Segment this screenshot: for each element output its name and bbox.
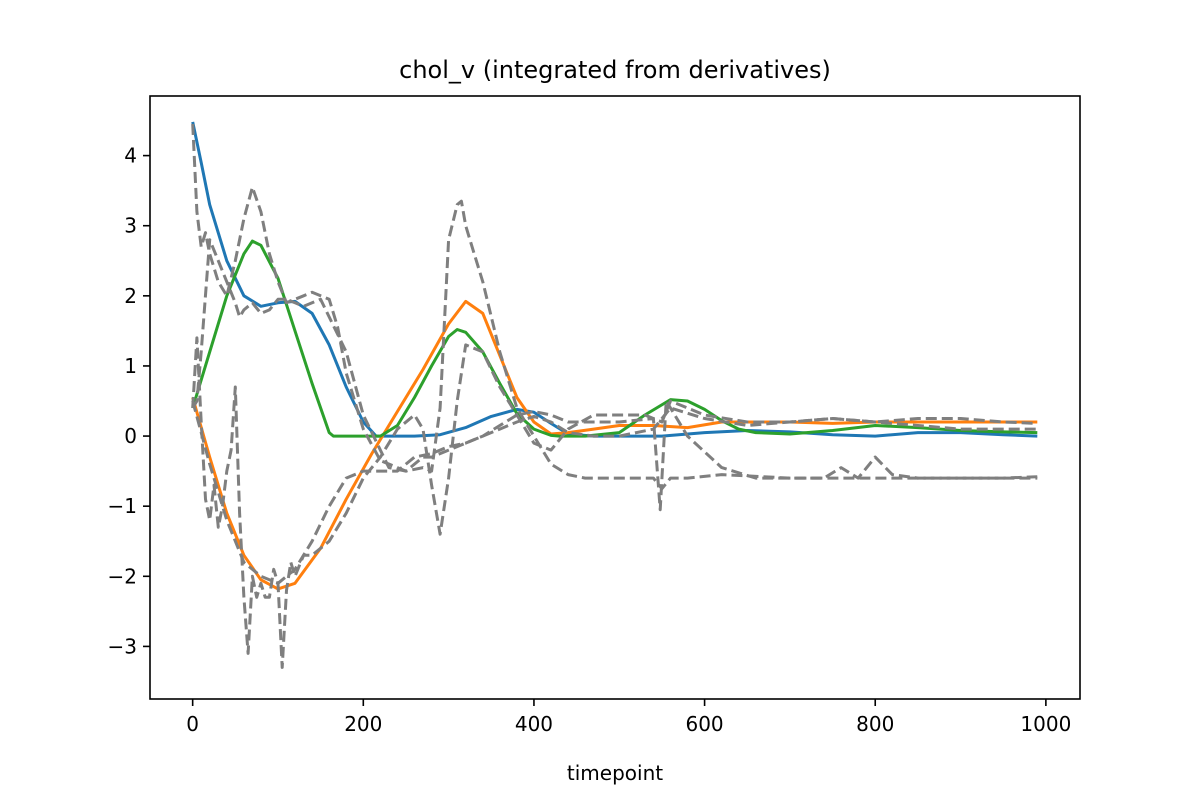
series-line-7-dashed bbox=[191, 399, 1038, 585]
x-tick-label: 600 bbox=[685, 712, 723, 736]
x-axis-label: timepoint bbox=[567, 761, 663, 785]
y-tick-label: 1 bbox=[124, 354, 137, 378]
y-tick-label: 2 bbox=[124, 284, 137, 308]
series-line-2 bbox=[191, 299, 1038, 591]
series-line-3 bbox=[191, 239, 1038, 438]
chart-title: chol_v (integrated from derivatives) bbox=[399, 56, 831, 84]
plot-lines bbox=[191, 121, 1038, 669]
y-tick-label: −2 bbox=[108, 564, 137, 588]
y-axis-ticks: −3 −2 −1 0 1 2 3 4 bbox=[108, 144, 150, 658]
y-tick-label: −1 bbox=[108, 494, 137, 518]
x-tick-label: 400 bbox=[515, 712, 553, 736]
y-tick-label: 3 bbox=[124, 214, 137, 238]
x-tick-label: 1000 bbox=[1020, 712, 1071, 736]
plot-frame bbox=[149, 95, 1081, 700]
x-tick-label: 200 bbox=[344, 712, 382, 736]
series-line-5-dashed bbox=[191, 238, 1038, 473]
x-axis-ticks: 0 200 400 600 800 1000 bbox=[186, 699, 1071, 736]
y-tick-label: 4 bbox=[124, 144, 137, 168]
x-tick-label: 0 bbox=[186, 712, 199, 736]
y-tick-label: 0 bbox=[124, 424, 137, 448]
y-tick-label: −3 bbox=[108, 634, 137, 658]
x-tick-label: 800 bbox=[856, 712, 894, 736]
